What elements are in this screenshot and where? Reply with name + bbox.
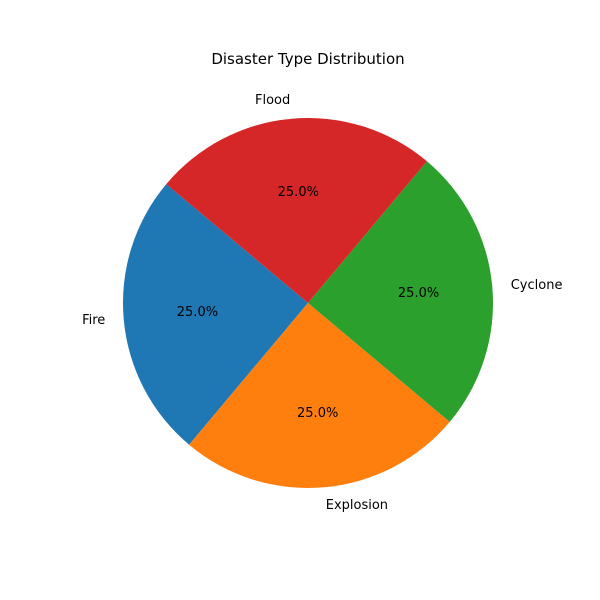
pie-slices <box>122 118 494 488</box>
slice-percent-flood: 25.0% <box>278 185 319 200</box>
chart-title: Disaster Type Distribution <box>211 50 404 68</box>
slice-label-fire: Fire <box>82 313 105 328</box>
slice-percent-explosion: 25.0% <box>297 406 338 421</box>
slice-label-explosion: Explosion <box>326 498 388 513</box>
pie-slice-flood <box>166 118 427 303</box>
slice-label-cyclone: Cyclone <box>511 278 563 293</box>
pie-slice-fire <box>122 184 308 445</box>
slice-percent-cyclone: 25.0% <box>398 286 439 301</box>
pie-slice-explosion <box>189 303 450 488</box>
pie-labels: Fire 25.0% Explosion 25.0% Cyclone 25.0% Flood… <box>82 93 562 513</box>
slice-percent-fire: 25.0% <box>177 305 218 320</box>
slice-label-flood: Flood <box>255 93 290 108</box>
pie-slice-cyclone <box>308 161 494 422</box>
